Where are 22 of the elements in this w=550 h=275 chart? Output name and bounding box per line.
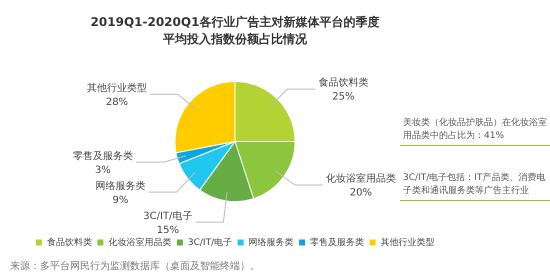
slice-label: 其他行业类型: [86, 82, 147, 94]
legend-label: 食品饮料类: [46, 236, 92, 248]
data-label: 15%: [156, 224, 179, 236]
legend-label: 网络服务类: [248, 236, 294, 248]
text: 3C/IT/电子包括：IT产品类、消费电子类和通讯服务类等广告主行业: [400, 170, 550, 201]
slice-label: 零售及服务类: [72, 150, 133, 162]
legend-label: 零售及服务类: [310, 236, 364, 248]
slice-label: 食品饮料类: [318, 76, 368, 89]
slice-label: 化妆浴室用品类: [326, 172, 396, 185]
legend-label: 3C/IT/电子: [188, 236, 232, 248]
data-label: 20%: [350, 188, 372, 199]
legend-label: 其他行业类型: [380, 236, 435, 248]
legend-label: 化妆浴室用品类: [108, 236, 172, 248]
data-label: 25%: [332, 92, 354, 103]
data-label: 9%: [112, 194, 128, 206]
slice-label: 网络服务类: [95, 180, 146, 192]
data-label: 3%: [94, 164, 111, 176]
slice-label: 3C/IT/电子: [143, 210, 192, 222]
text: 美妆类（化妆品护肤品）在化妆浴室用品类中的占比为：41%: [400, 115, 550, 146]
source-note: 来源：多平台网民行为监测数据库（桌面及智能终端）。: [10, 260, 260, 273]
data-label: 28%: [106, 96, 128, 108]
chart-title: 2019Q1-2020Q1各行业广告主对新媒体平台的季度平均投入指数份额占比情况: [90, 14, 380, 48]
